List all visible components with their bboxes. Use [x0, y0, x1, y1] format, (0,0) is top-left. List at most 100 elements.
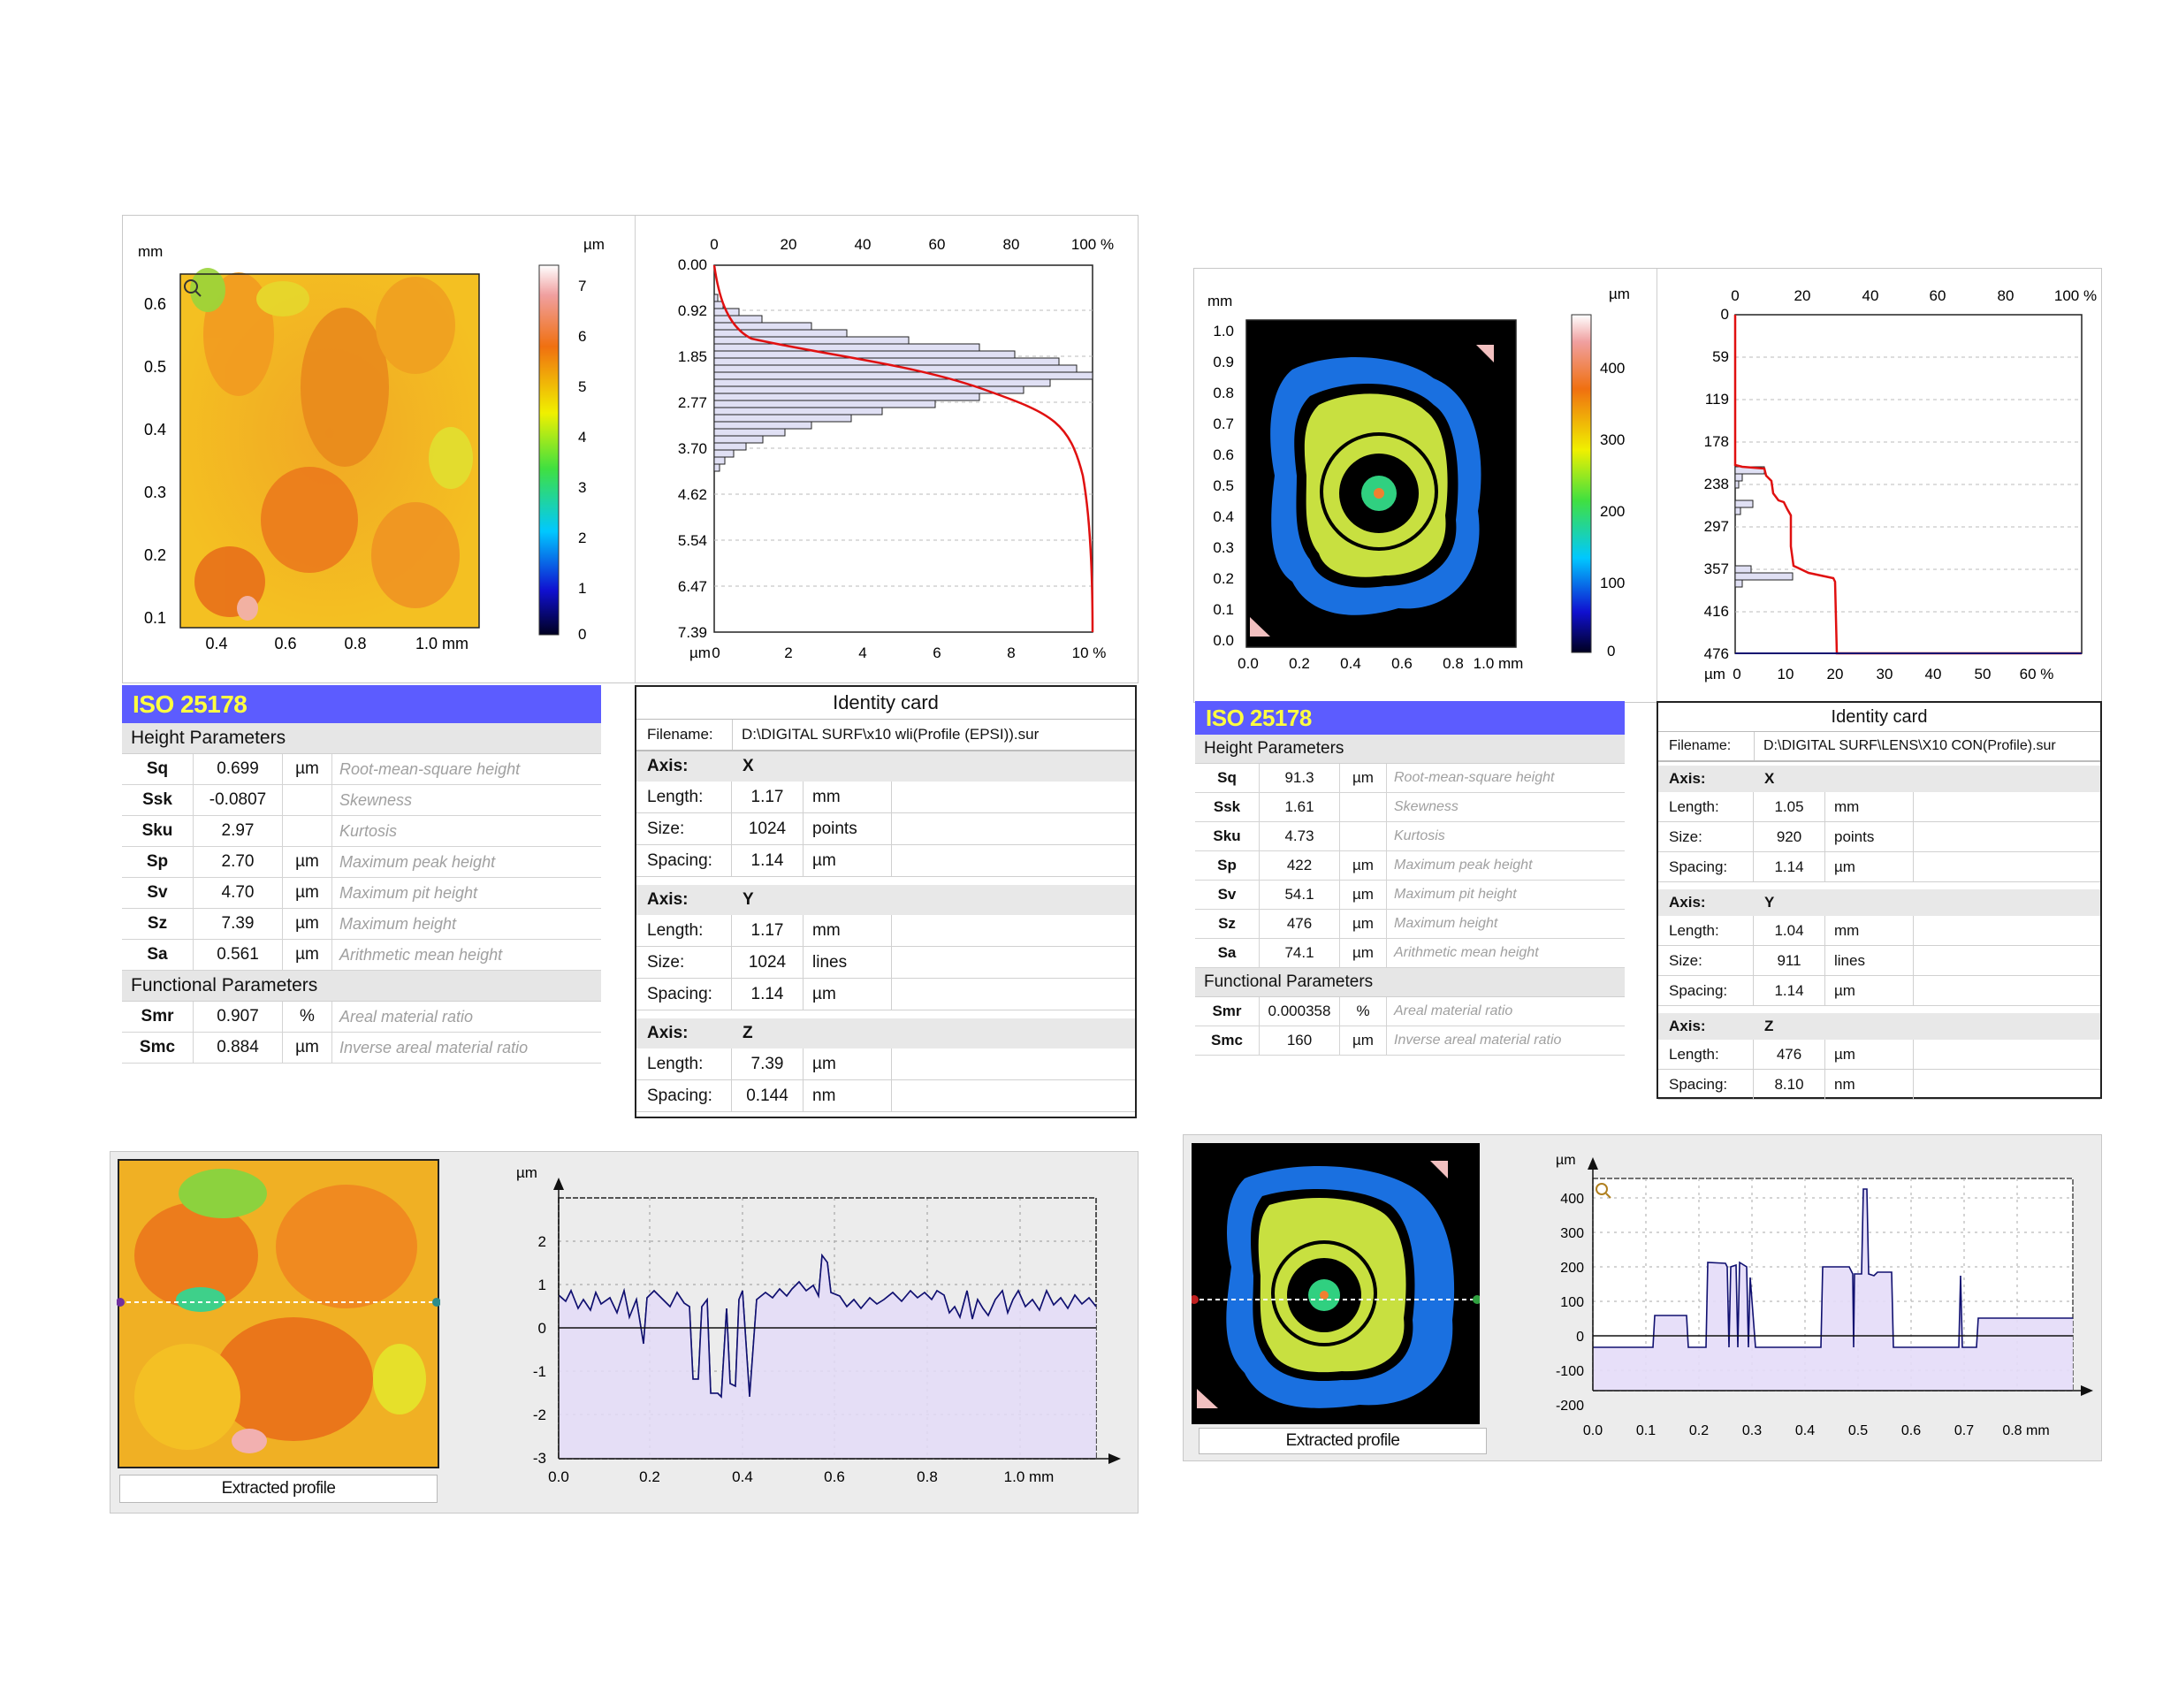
table-row: Length: 1.04 mm — [1658, 916, 2100, 946]
right-identity-title: Identity card — [1658, 703, 2100, 732]
table-row[interactable]: Sv 4.70 µm Maximum pit height — [122, 878, 601, 909]
param-value: 0.699 — [194, 754, 283, 784]
left-height-params-header[interactable]: Height Parameters — [122, 723, 601, 754]
left-hist-top-tick: 0 — [710, 236, 718, 253]
right-profile-caption[interactable]: Extracted profile — [1199, 1428, 1487, 1454]
param-desc: Maximum peak height — [339, 853, 496, 871]
right-profile-x-tick: 0.1 — [1636, 1423, 1656, 1438]
left-functional-params-header[interactable]: Functional Parameters — [122, 971, 601, 1002]
left-profile-map[interactable] — [117, 1158, 440, 1469]
table-row[interactable]: Sp 2.70 µm Maximum peak height — [122, 847, 601, 878]
table-row[interactable]: Sa 74.1 µm Arithmetic mean height — [1195, 939, 1625, 968]
table-row[interactable]: Sku 2.97 Kurtosis — [122, 816, 601, 847]
right-map-x-tick: 0.0 — [1238, 655, 1259, 672]
param-unit: % — [1340, 997, 1387, 1026]
param-name: Sa — [1195, 939, 1260, 967]
right-map-y-tick: 0.7 — [1213, 416, 1234, 432]
left-hist-y-tick: 6.47 — [678, 578, 707, 595]
right-hist-bottom-ticks: 0 10 20 30 40 50 60 % — [1733, 666, 2053, 682]
param-unit — [1340, 793, 1387, 821]
zoom-icon[interactable] — [1596, 1183, 1611, 1199]
row-unit: µm — [804, 845, 892, 876]
profile-handle[interactable] — [432, 1298, 440, 1307]
table-row[interactable]: Ssk -0.0807 Skewness — [122, 785, 601, 816]
left-map-y-ticks: 0.6 0.5 0.4 0.3 0.2 0.1 — [144, 295, 166, 627]
param-unit: µm — [1340, 764, 1387, 792]
param-value: 54.1 — [1260, 881, 1340, 909]
row-unit: µm — [804, 1048, 892, 1079]
row-value: 1.17 — [732, 915, 804, 946]
table-row[interactable]: Sp 422 µm Maximum peak height — [1195, 851, 1625, 881]
param-name: Sz — [122, 909, 194, 939]
profile-handle[interactable] — [1192, 1295, 1199, 1304]
param-unit: µm — [1340, 1026, 1387, 1055]
param-unit: µm — [1340, 910, 1387, 938]
axis-header: Axis: Y — [1658, 889, 2100, 916]
right-hist-top-tick: 80 — [1998, 287, 2014, 304]
right-functional-params-header[interactable]: Functional Parameters — [1195, 968, 1625, 997]
table-row[interactable]: Smc 0.884 µm Inverse areal material ratio — [122, 1033, 601, 1064]
table-row[interactable]: Sku 4.73 Kurtosis — [1195, 822, 1625, 851]
row-unit: lines — [804, 947, 892, 978]
right-height-histogram[interactable]: 0 20 40 60 80 100 % 0 59 119 178 238 297… — [1658, 281, 2100, 688]
table-row[interactable]: Smr 0.000358% Areal material ratio — [1195, 997, 1625, 1026]
left-profile-caption[interactable]: Extracted profile — [119, 1475, 438, 1503]
profile-handle[interactable] — [117, 1298, 125, 1307]
axis-name: Y — [1764, 894, 1775, 911]
right-hist-bottom-tick: 10 — [1778, 666, 1794, 682]
table-row[interactable]: Sz 476 µm Maximum height — [1195, 910, 1625, 939]
left-hist-y-tick: 4.62 — [678, 486, 707, 503]
right-hist-top-tick: 60 — [1930, 287, 1946, 304]
profile-handle[interactable] — [1473, 1295, 1480, 1304]
table-row[interactable]: Sq 0.699 µm Root-mean-square height — [122, 754, 601, 785]
axis-header: Axis: Z — [636, 1018, 1135, 1048]
magnifier-icon[interactable] — [184, 279, 202, 297]
axis-label: Axis: — [1669, 1018, 1706, 1034]
table-row[interactable]: Sa 0.561 µm Arithmetic mean height — [122, 940, 601, 971]
right-profile-x-tick: 0.8 mm — [2002, 1423, 2049, 1438]
left-height-histogram[interactable]: 0 20 40 60 80 100 % 0.00 0.92 1.85 2.77 … — [654, 228, 1131, 670]
right-hist-y-tick: 119 — [1705, 391, 1729, 408]
left-hist-y-tick: 3.70 — [678, 440, 707, 457]
param-unit: µm — [1340, 881, 1387, 909]
right-map-y-tick: 0.4 — [1213, 508, 1234, 525]
right-hist-y-unit: µm — [1704, 666, 1725, 682]
table-row[interactable]: Smr 0.907% Areal material ratio — [122, 1002, 601, 1033]
table-row[interactable]: Ssk 1.61 Skewness — [1195, 793, 1625, 822]
left-profile-chart[interactable]: µm 2 1 0 -1 -2 -3 0.0 0.2 0.4 0.6 0.8 1.… — [495, 1158, 1131, 1503]
right-profile-map[interactable] — [1192, 1143, 1480, 1424]
param-value: 0.000358 — [1260, 997, 1340, 1026]
right-profile-chart[interactable]: µm 400 300 200 100 0 -100 -200 0.0 0.1 0… — [1538, 1143, 2095, 1444]
right-map-y-ticks: 1.0 0.9 0.8 0.7 0.6 0.5 0.4 0.3 0.2 0.1 … — [1213, 323, 1234, 649]
param-value: 160 — [1260, 1026, 1340, 1055]
row-label: Spacing: — [1658, 976, 1754, 1005]
param-name: Sa — [122, 940, 194, 970]
right-profile-x-tick: 0.2 — [1689, 1423, 1709, 1438]
left-hist-top-tick: 100 % — [1071, 236, 1114, 253]
table-row[interactable]: Smc 160 µm Inverse areal material ratio — [1195, 1026, 1625, 1056]
table-row[interactable]: Sz 7.39 µm Maximum height — [122, 909, 601, 940]
table-row: Size: 1024 points — [636, 813, 1135, 845]
right-profile-x-tick: 0.6 — [1901, 1423, 1921, 1438]
right-hist-bottom-tick: 50 — [1975, 666, 1992, 682]
left-scale-tick: 4 — [578, 429, 586, 446]
param-name: Smr — [1195, 997, 1260, 1026]
right-hist-grid — [1735, 356, 2082, 613]
param-value: 422 — [1260, 851, 1340, 880]
row-value: 920 — [1754, 822, 1825, 851]
row-label: Spacing: — [1658, 1070, 1754, 1099]
right-hist-bottom-tick: 40 — [1925, 666, 1942, 682]
table-row[interactable]: Sq 91.3 µm Root-mean-square height — [1195, 764, 1625, 793]
param-name: Sz — [1195, 910, 1260, 938]
right-map-y-tick: 0.8 — [1213, 385, 1234, 401]
table-row[interactable]: Sv 54.1 µm Maximum pit height — [1195, 881, 1625, 910]
right-material-ratio-curve — [1733, 315, 2082, 655]
row-value: 7.39 — [732, 1048, 804, 1079]
right-height-params-header[interactable]: Height Parameters — [1195, 735, 1625, 764]
left-profile-y-unit: µm — [516, 1164, 537, 1181]
left-height-map[interactable]: mm 0.6 0.5 0.4 0.3 0.2 0.1 0.4 0.6 0.8 1… — [124, 228, 486, 661]
left-scale-tick: 1 — [578, 580, 586, 597]
table-row: Length: 7.39 µm — [636, 1048, 1135, 1080]
axis-name: X — [743, 757, 754, 775]
right-height-map[interactable]: mm 1.0 0.9 0.8 0.7 0.6 0.5 0.4 0.3 0.2 0… — [1195, 281, 1527, 672]
